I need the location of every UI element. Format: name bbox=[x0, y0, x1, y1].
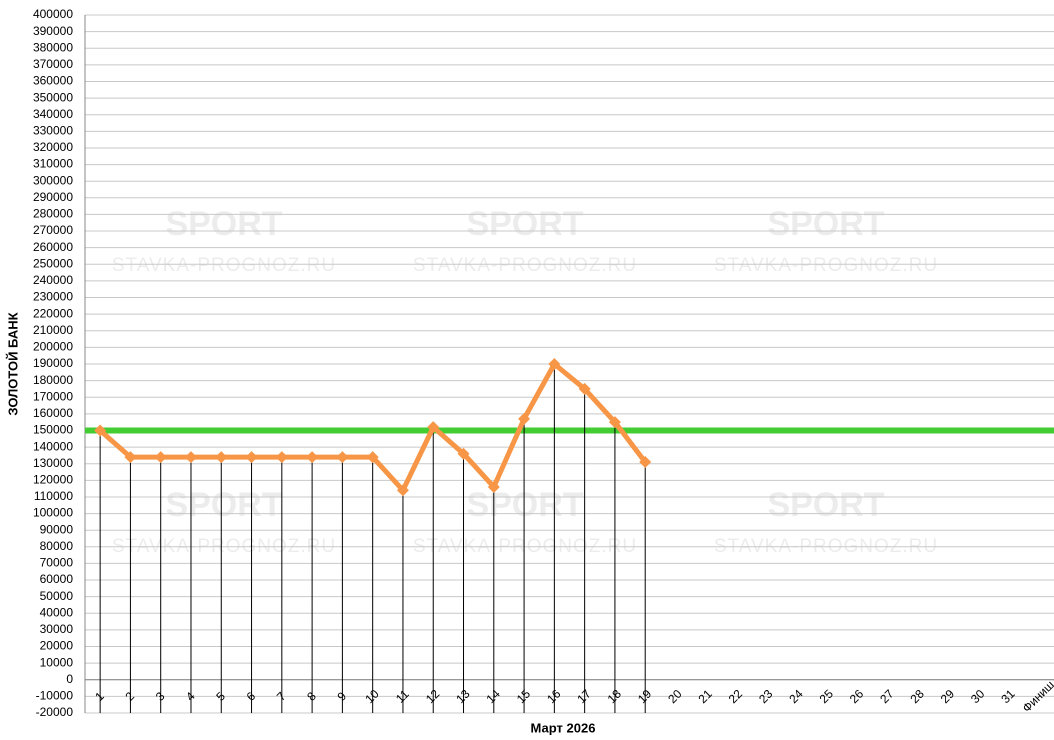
data-point bbox=[487, 480, 500, 493]
y-tick-label: 90000 bbox=[40, 522, 74, 536]
data-point bbox=[124, 451, 137, 464]
y-tick-label: 330000 bbox=[33, 124, 73, 138]
y-tick-label: 60000 bbox=[40, 572, 74, 586]
y-tick-label: 100000 bbox=[33, 506, 73, 520]
y-tick-label: 80000 bbox=[40, 539, 74, 553]
y-tick-label: 390000 bbox=[33, 24, 73, 38]
y-tick-label: 170000 bbox=[33, 389, 73, 403]
data-point bbox=[518, 412, 531, 425]
x-tick-label: 29 bbox=[938, 687, 958, 707]
x-tick-label: 22 bbox=[726, 687, 746, 707]
data-point bbox=[245, 451, 258, 464]
watermark: SPORT bbox=[165, 486, 282, 524]
y-tick-label: 110000 bbox=[34, 489, 73, 503]
y-axis-label: ЗОЛОТОЙ БАНК bbox=[5, 312, 20, 415]
x-tick-label: 27 bbox=[877, 687, 897, 707]
y-tick-label: 30000 bbox=[40, 622, 74, 636]
y-tick-label: -10000 bbox=[36, 689, 74, 703]
y-tick-label: 20000 bbox=[40, 639, 74, 653]
y-tick-label: 130000 bbox=[33, 456, 73, 470]
y-tick-label: 230000 bbox=[33, 290, 73, 304]
y-tick-label: 140000 bbox=[33, 439, 73, 453]
y-tick-label: 250000 bbox=[33, 256, 73, 270]
y-tick-label: 10000 bbox=[40, 655, 74, 669]
y-tick-label: 370000 bbox=[33, 57, 73, 71]
data-point bbox=[548, 358, 561, 370]
y-tick-label: 280000 bbox=[33, 207, 73, 221]
y-tick-label: 200000 bbox=[33, 340, 73, 354]
data-point bbox=[306, 451, 319, 464]
data-point bbox=[94, 424, 107, 437]
y-tick-label: 70000 bbox=[40, 556, 74, 570]
watermark: STAVKA-PROGNOZ.RU bbox=[112, 255, 336, 276]
y-tick-label: 260000 bbox=[33, 240, 73, 254]
watermark: SPORT bbox=[767, 486, 884, 524]
y-tick-label: 210000 bbox=[33, 323, 73, 337]
x-tick-label: 26 bbox=[847, 687, 867, 707]
y-tick-label: 340000 bbox=[33, 107, 73, 121]
y-tick-label: 300000 bbox=[33, 173, 73, 187]
watermark: SPORT bbox=[165, 205, 282, 243]
data-point bbox=[366, 451, 379, 464]
y-tick-label: 310000 bbox=[33, 157, 73, 171]
y-tick-label: 240000 bbox=[33, 273, 73, 287]
watermark: SPORT bbox=[466, 205, 583, 243]
watermark: SPORT bbox=[466, 486, 583, 524]
x-axis-label: Март 2026 bbox=[531, 720, 596, 735]
y-tick-label: 350000 bbox=[33, 90, 73, 104]
y-tick-label: 220000 bbox=[33, 306, 73, 320]
y-tick-label: 160000 bbox=[33, 406, 73, 420]
x-tick-label: 31 bbox=[998, 687, 1018, 707]
y-tick-label: 0 bbox=[66, 672, 73, 686]
y-tick-label: 380000 bbox=[33, 40, 73, 54]
x-tick-label: 25 bbox=[817, 687, 837, 707]
x-tick-label: 20 bbox=[665, 687, 685, 707]
y-tick-label: 120000 bbox=[33, 473, 73, 487]
data-point bbox=[578, 382, 591, 395]
data-point bbox=[427, 421, 440, 434]
y-tick-label: 180000 bbox=[33, 373, 73, 387]
watermark: SPORT bbox=[767, 205, 884, 243]
x-tick-label: 24 bbox=[786, 687, 806, 707]
watermark: STAVKA-PROGNOZ.RU bbox=[714, 255, 938, 276]
y-tick-label: 360000 bbox=[33, 74, 73, 88]
x-tick-label: 28 bbox=[907, 687, 927, 707]
data-point bbox=[336, 451, 349, 464]
data-point bbox=[154, 451, 167, 464]
data-point bbox=[639, 456, 652, 469]
y-tick-label: -20000 bbox=[36, 705, 74, 719]
data-point bbox=[608, 416, 621, 429]
x-tick-label: 21 bbox=[696, 687, 716, 707]
data-point bbox=[396, 484, 409, 497]
x-tick-label: 30 bbox=[968, 687, 988, 707]
y-tick-label: 290000 bbox=[33, 190, 73, 204]
watermark: STAVKA-PROGNOZ.RU bbox=[413, 255, 637, 276]
data-point bbox=[215, 451, 228, 464]
y-tick-label: 50000 bbox=[40, 589, 74, 603]
y-tick-label: 40000 bbox=[40, 605, 74, 619]
data-point bbox=[275, 451, 288, 464]
y-tick-label: 150000 bbox=[33, 423, 73, 437]
y-tick-label: 400000 bbox=[33, 7, 73, 21]
y-tick-label: 320000 bbox=[33, 140, 73, 154]
y-tick-label: 270000 bbox=[33, 223, 73, 237]
data-point bbox=[457, 447, 470, 460]
data-point bbox=[184, 451, 197, 464]
y-tick-label: 190000 bbox=[33, 356, 73, 370]
x-tick-label: 23 bbox=[756, 687, 776, 707]
